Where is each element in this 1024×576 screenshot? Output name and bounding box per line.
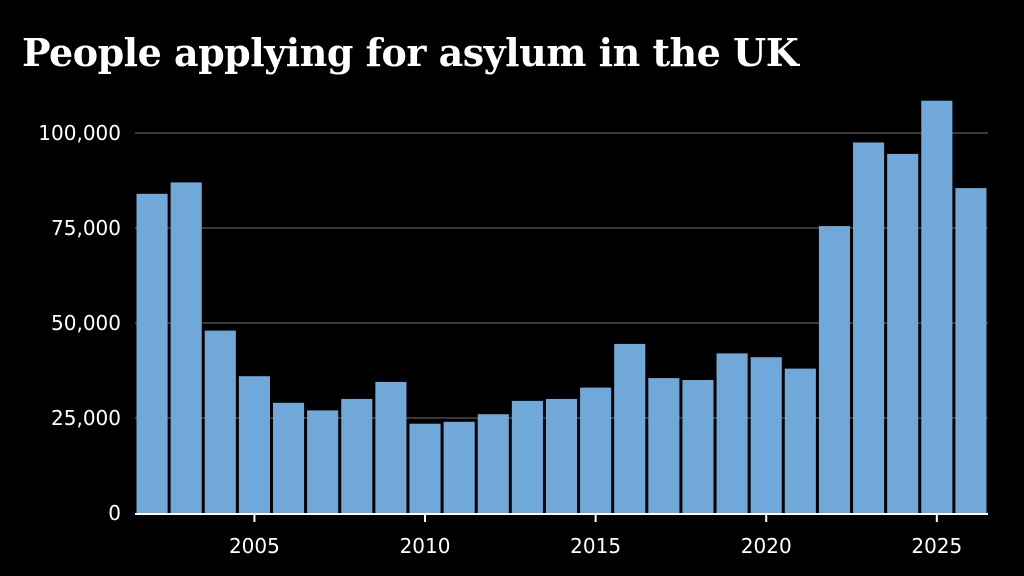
y-axis-ticks: 0 25,000 50,000 75,000 100,000 (38, 121, 121, 525)
bar-2002 (136, 193, 168, 514)
bar-2022 (818, 226, 851, 513)
bar-2010 (409, 423, 441, 513)
bar-2015 (580, 387, 612, 513)
bar-2014 (545, 399, 578, 513)
bar-2011 (443, 421, 475, 513)
bar-2007 (307, 410, 339, 513)
y-tick-label: 0 (108, 501, 121, 525)
bars (136, 100, 987, 514)
bar-2016 (614, 343, 646, 513)
y-tick-label: 100,000 (38, 121, 121, 145)
bar-2012 (477, 414, 509, 513)
x-tick-label: 2025 (911, 534, 962, 558)
bar-2025 (921, 100, 953, 513)
y-tick-label: 75,000 (51, 216, 121, 240)
x-tick-label: 2005 (229, 534, 280, 558)
bar-2024 (887, 153, 919, 513)
bar-2013 (511, 400, 543, 513)
bar-2003 (170, 182, 202, 513)
chart-title: People applying for asylum in the UK (22, 30, 799, 75)
bar-2017 (648, 378, 680, 513)
bar-2018 (682, 380, 714, 513)
y-tick-label: 25,000 (51, 406, 121, 430)
bar-2006 (272, 402, 305, 513)
bar-2026 (955, 188, 987, 513)
bar-2004 (204, 330, 236, 513)
x-axis-ticks: 2005 2010 2015 2020 2025 (229, 514, 962, 558)
bar-2020 (750, 357, 782, 513)
y-tick-label: 50,000 (51, 311, 121, 335)
bar-2009 (375, 381, 407, 513)
bar-2021 (784, 368, 816, 513)
bar-2005 (238, 376, 270, 513)
x-tick-label: 2020 (741, 534, 792, 558)
bar-2019 (716, 353, 748, 513)
bar-2008 (341, 399, 373, 513)
x-tick-label: 2015 (570, 534, 621, 558)
x-tick-label: 2010 (400, 534, 451, 558)
bar-2023 (853, 142, 885, 513)
